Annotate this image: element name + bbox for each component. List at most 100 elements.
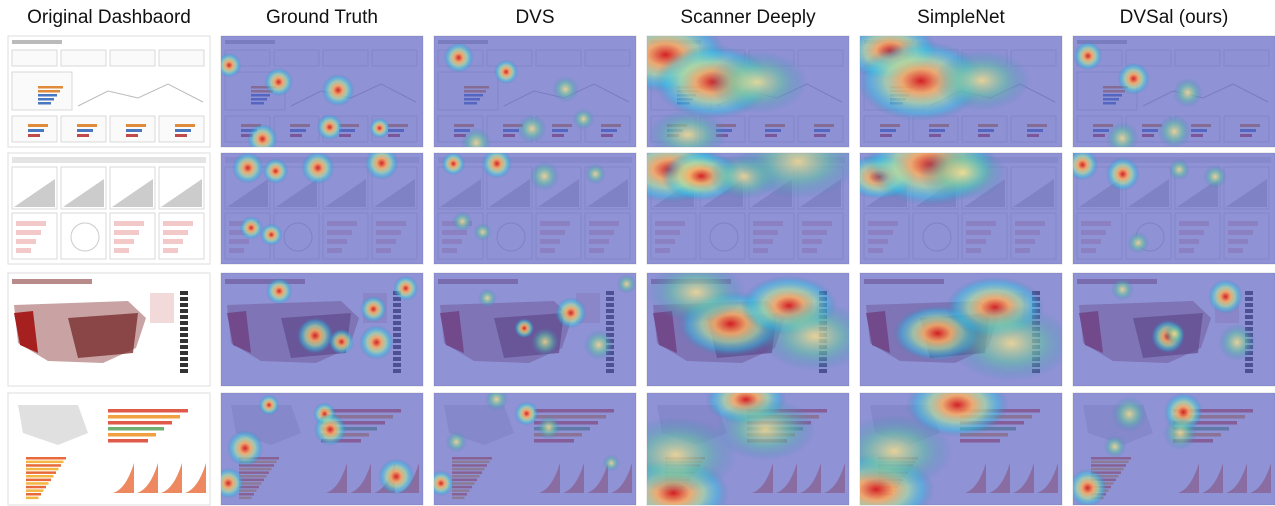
panel: [646, 392, 850, 506]
saliency-blob: [369, 117, 390, 139]
saliency-blob: [247, 123, 278, 147]
saliency-blob: [647, 273, 746, 323]
saliency-blob: [860, 414, 953, 488]
heatmap: [860, 393, 1009, 505]
heatmap: [860, 153, 1007, 206]
saliency-blob: [364, 153, 399, 180]
heatmap: [1073, 393, 1203, 505]
bar: [26, 464, 61, 467]
bar: [163, 230, 188, 235]
bar: [180, 297, 188, 301]
bar: [28, 129, 44, 132]
heatmap: [647, 153, 849, 203]
heatmap: [221, 394, 415, 499]
heatmap: [1111, 278, 1256, 361]
area: [137, 463, 158, 493]
bar: [180, 315, 188, 319]
panel: [7, 152, 211, 265]
saliency-blob: [441, 153, 466, 176]
heatmap: [221, 52, 390, 147]
saliency-blob: [918, 153, 1007, 201]
saliency-blob: [647, 416, 738, 494]
panel: [433, 272, 637, 387]
saliency-blob: [1073, 41, 1103, 71]
bar: [175, 129, 191, 132]
bar: [16, 248, 31, 253]
saliency-blob: [316, 114, 343, 141]
bar: [180, 351, 188, 355]
panel: [7, 35, 211, 148]
saliency-blob: [226, 430, 264, 467]
bar: [180, 309, 188, 313]
saliency-blob: [239, 216, 263, 240]
bar: [126, 124, 146, 127]
column-header: Ground Truth: [266, 7, 378, 28]
saliency-blob: [264, 67, 293, 97]
saliency-blob: [950, 304, 1062, 382]
card: [109, 49, 156, 67]
bar: [108, 439, 148, 443]
heatmap: [1073, 41, 1203, 147]
saliency-blob: [536, 415, 561, 440]
heatmap: [443, 42, 594, 147]
column-header: Scanner Deeply: [680, 7, 816, 28]
bar: [26, 482, 49, 485]
saliency-blob: [445, 431, 467, 453]
bar: [108, 415, 180, 419]
bar: [26, 457, 66, 460]
bar: [38, 94, 57, 97]
panel: [646, 35, 850, 148]
bar: [180, 357, 188, 361]
saliency-blob: [221, 467, 244, 499]
saliency-blob: [1103, 435, 1127, 458]
bar: [175, 124, 195, 127]
saliency-blob: [585, 163, 606, 185]
heatmap: [1073, 153, 1227, 254]
bar: [175, 134, 187, 137]
saliency-blob: [1203, 164, 1227, 189]
bar: [180, 291, 188, 295]
bar: [16, 230, 41, 235]
saliency-blob: [1218, 323, 1256, 361]
saliency-blob: [1117, 62, 1150, 95]
panel: [220, 392, 424, 506]
bar: [126, 129, 142, 132]
card: [60, 49, 107, 67]
column-header: SimpleNet: [917, 7, 1005, 28]
saliency-blob: [258, 394, 280, 416]
saliency-blob: [715, 398, 816, 461]
bar: [16, 239, 36, 244]
bar: [26, 496, 39, 500]
panel: [646, 272, 850, 387]
bar: [28, 124, 48, 127]
panel: [859, 152, 1063, 265]
bar: [26, 478, 51, 482]
area: [63, 179, 104, 207]
panel: [220, 35, 424, 148]
saliency-blob: [738, 153, 849, 199]
saliency-blob: [1073, 468, 1107, 505]
saliency-blob: [301, 153, 335, 185]
column-header: Original Dashbaord: [27, 7, 191, 28]
column-headers: Original Dashbaord Ground Truth DVS Scanner…: [27, 7, 1228, 28]
saliency-blob: [262, 158, 289, 184]
saliency-blob: [393, 275, 419, 301]
saliency-blob: [360, 295, 387, 323]
panel: [1072, 392, 1275, 506]
saliency-blob: [477, 288, 497, 308]
saliency-blob: [1111, 278, 1134, 301]
saliency-blob: [473, 223, 492, 242]
saliency-blob: [1163, 416, 1198, 450]
panel: [859, 392, 1063, 506]
heatmap: [265, 275, 419, 360]
saliency-blob: [1157, 114, 1192, 147]
panel: [1072, 35, 1275, 148]
heatmap: [647, 393, 816, 505]
bar: [26, 460, 64, 464]
saliency-blob: [1105, 157, 1140, 191]
column-header: DVSal (ours): [1120, 7, 1229, 28]
bar: [38, 98, 54, 101]
bar: [114, 221, 144, 226]
area: [112, 179, 153, 207]
saliency-blob: [359, 325, 394, 360]
